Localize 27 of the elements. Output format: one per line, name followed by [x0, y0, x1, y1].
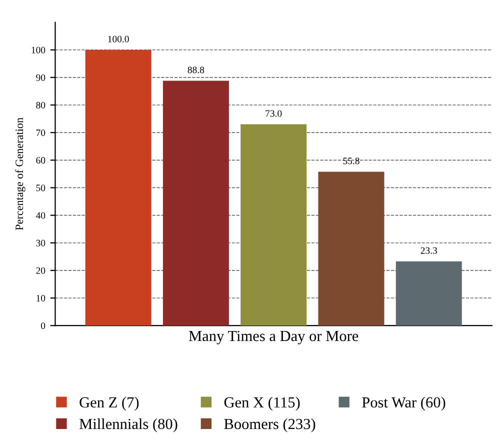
y-axis-title: Percentage of Generation — [15, 118, 26, 230]
data-label: 55.8 — [343, 158, 360, 164]
y-tick-label: 50 — [36, 184, 46, 192]
legend-label: Millennials (80) — [79, 418, 178, 432]
y-tick-label: 0 — [41, 322, 46, 330]
y-tick-label: 70 — [36, 129, 46, 136]
y-tick-label: 20 — [36, 267, 46, 274]
data-label: 88.8 — [188, 66, 204, 74]
bar — [240, 124, 307, 326]
y-tick-label: 40 — [36, 212, 46, 219]
y-tick-label: 100 — [32, 46, 46, 54]
legend-label: Gen Z (7) — [80, 396, 139, 411]
data-label: 73.0 — [266, 110, 282, 117]
y-tick-label: 10 — [36, 294, 46, 302]
bar — [318, 172, 384, 326]
data-label: 100.0 — [108, 36, 129, 42]
bar — [162, 80, 229, 326]
y-tick-label: 80 — [36, 102, 46, 108]
legend-label: Post War (60) — [362, 396, 446, 411]
legend-label: Gen X (115) — [224, 396, 300, 411]
y-tick-label: 30 — [36, 240, 46, 246]
y-tick-label: 60 — [36, 157, 46, 164]
bar — [85, 50, 152, 326]
data-label: 23.3 — [420, 247, 438, 254]
y-tick-label: 90 — [36, 74, 46, 81]
x-tick-label: Many Times a Day or More — [188, 330, 358, 344]
legend-label: Boomers (233) — [224, 418, 316, 432]
